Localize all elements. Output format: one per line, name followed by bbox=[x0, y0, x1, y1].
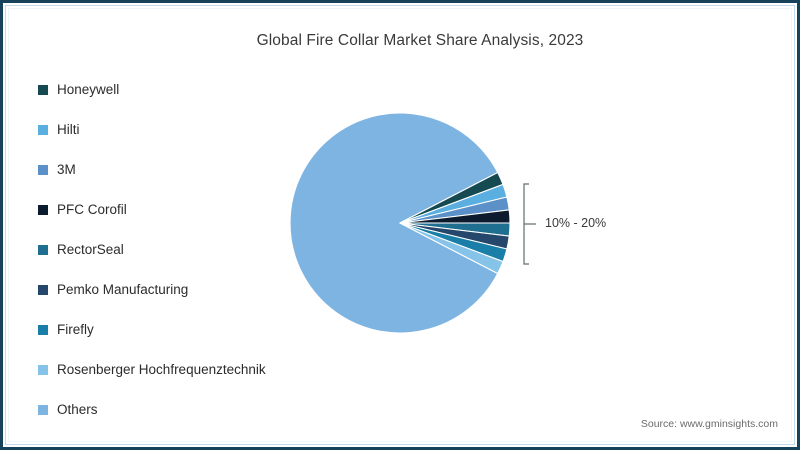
pie-slice[interactable] bbox=[399, 209, 510, 224]
chart-legend: Honeywell Hilti 3M PFC Corofil RectorSeal Pem… bbox=[38, 70, 368, 430]
legend-swatch-icon bbox=[38, 365, 48, 375]
legend-item[interactable]: Honeywell bbox=[38, 70, 368, 110]
legend-item-label: RectorSeal bbox=[57, 242, 124, 258]
legend-item-label: PFC Corofil bbox=[57, 202, 127, 218]
legend-item-label: Hilti bbox=[57, 122, 80, 138]
legend-item-label: Pemko Manufacturing bbox=[57, 282, 189, 298]
pie-slice[interactable] bbox=[399, 222, 504, 275]
legend-item[interactable]: Rosenberger Hochfrequenztechnik bbox=[38, 350, 368, 390]
legend-item[interactable]: Hilti bbox=[38, 110, 368, 150]
legend-item-label: 3M bbox=[57, 162, 76, 178]
legend-item-label: Firefly bbox=[57, 322, 94, 338]
legend-swatch-icon bbox=[38, 165, 48, 175]
range-label: 10% - 20% bbox=[545, 216, 607, 230]
legend-item[interactable]: RectorSeal bbox=[38, 230, 368, 270]
legend-swatch-icon bbox=[38, 405, 48, 415]
pie-chart bbox=[290, 113, 510, 333]
legend-item[interactable]: PFC Corofil bbox=[38, 190, 368, 230]
legend-item[interactable]: Others bbox=[38, 390, 368, 430]
legend-item[interactable]: Firefly bbox=[38, 310, 368, 350]
legend-swatch-icon bbox=[38, 325, 48, 335]
page-title: Global Fire Collar Market Share Analysis… bbox=[256, 32, 584, 49]
pie-slice[interactable] bbox=[290, 113, 499, 333]
legend-swatch-icon bbox=[38, 125, 48, 135]
pie-chart-svg bbox=[290, 113, 510, 333]
legend-item-label: Honeywell bbox=[57, 82, 120, 98]
legend-item[interactable]: 3M bbox=[38, 150, 368, 190]
legend-item-label: Others bbox=[57, 402, 98, 418]
legend-swatch-icon bbox=[38, 285, 48, 295]
legend-swatch-icon bbox=[38, 85, 48, 95]
legend-swatch-icon bbox=[38, 245, 48, 255]
legend-item-label: Rosenberger Hochfrequenztechnik bbox=[57, 362, 266, 378]
source-attribution: Source: www.gminsights.com bbox=[640, 418, 778, 430]
range-bracket bbox=[518, 180, 638, 268]
legend-item[interactable]: Pemko Manufacturing bbox=[38, 270, 368, 310]
legend-swatch-icon bbox=[38, 205, 48, 215]
